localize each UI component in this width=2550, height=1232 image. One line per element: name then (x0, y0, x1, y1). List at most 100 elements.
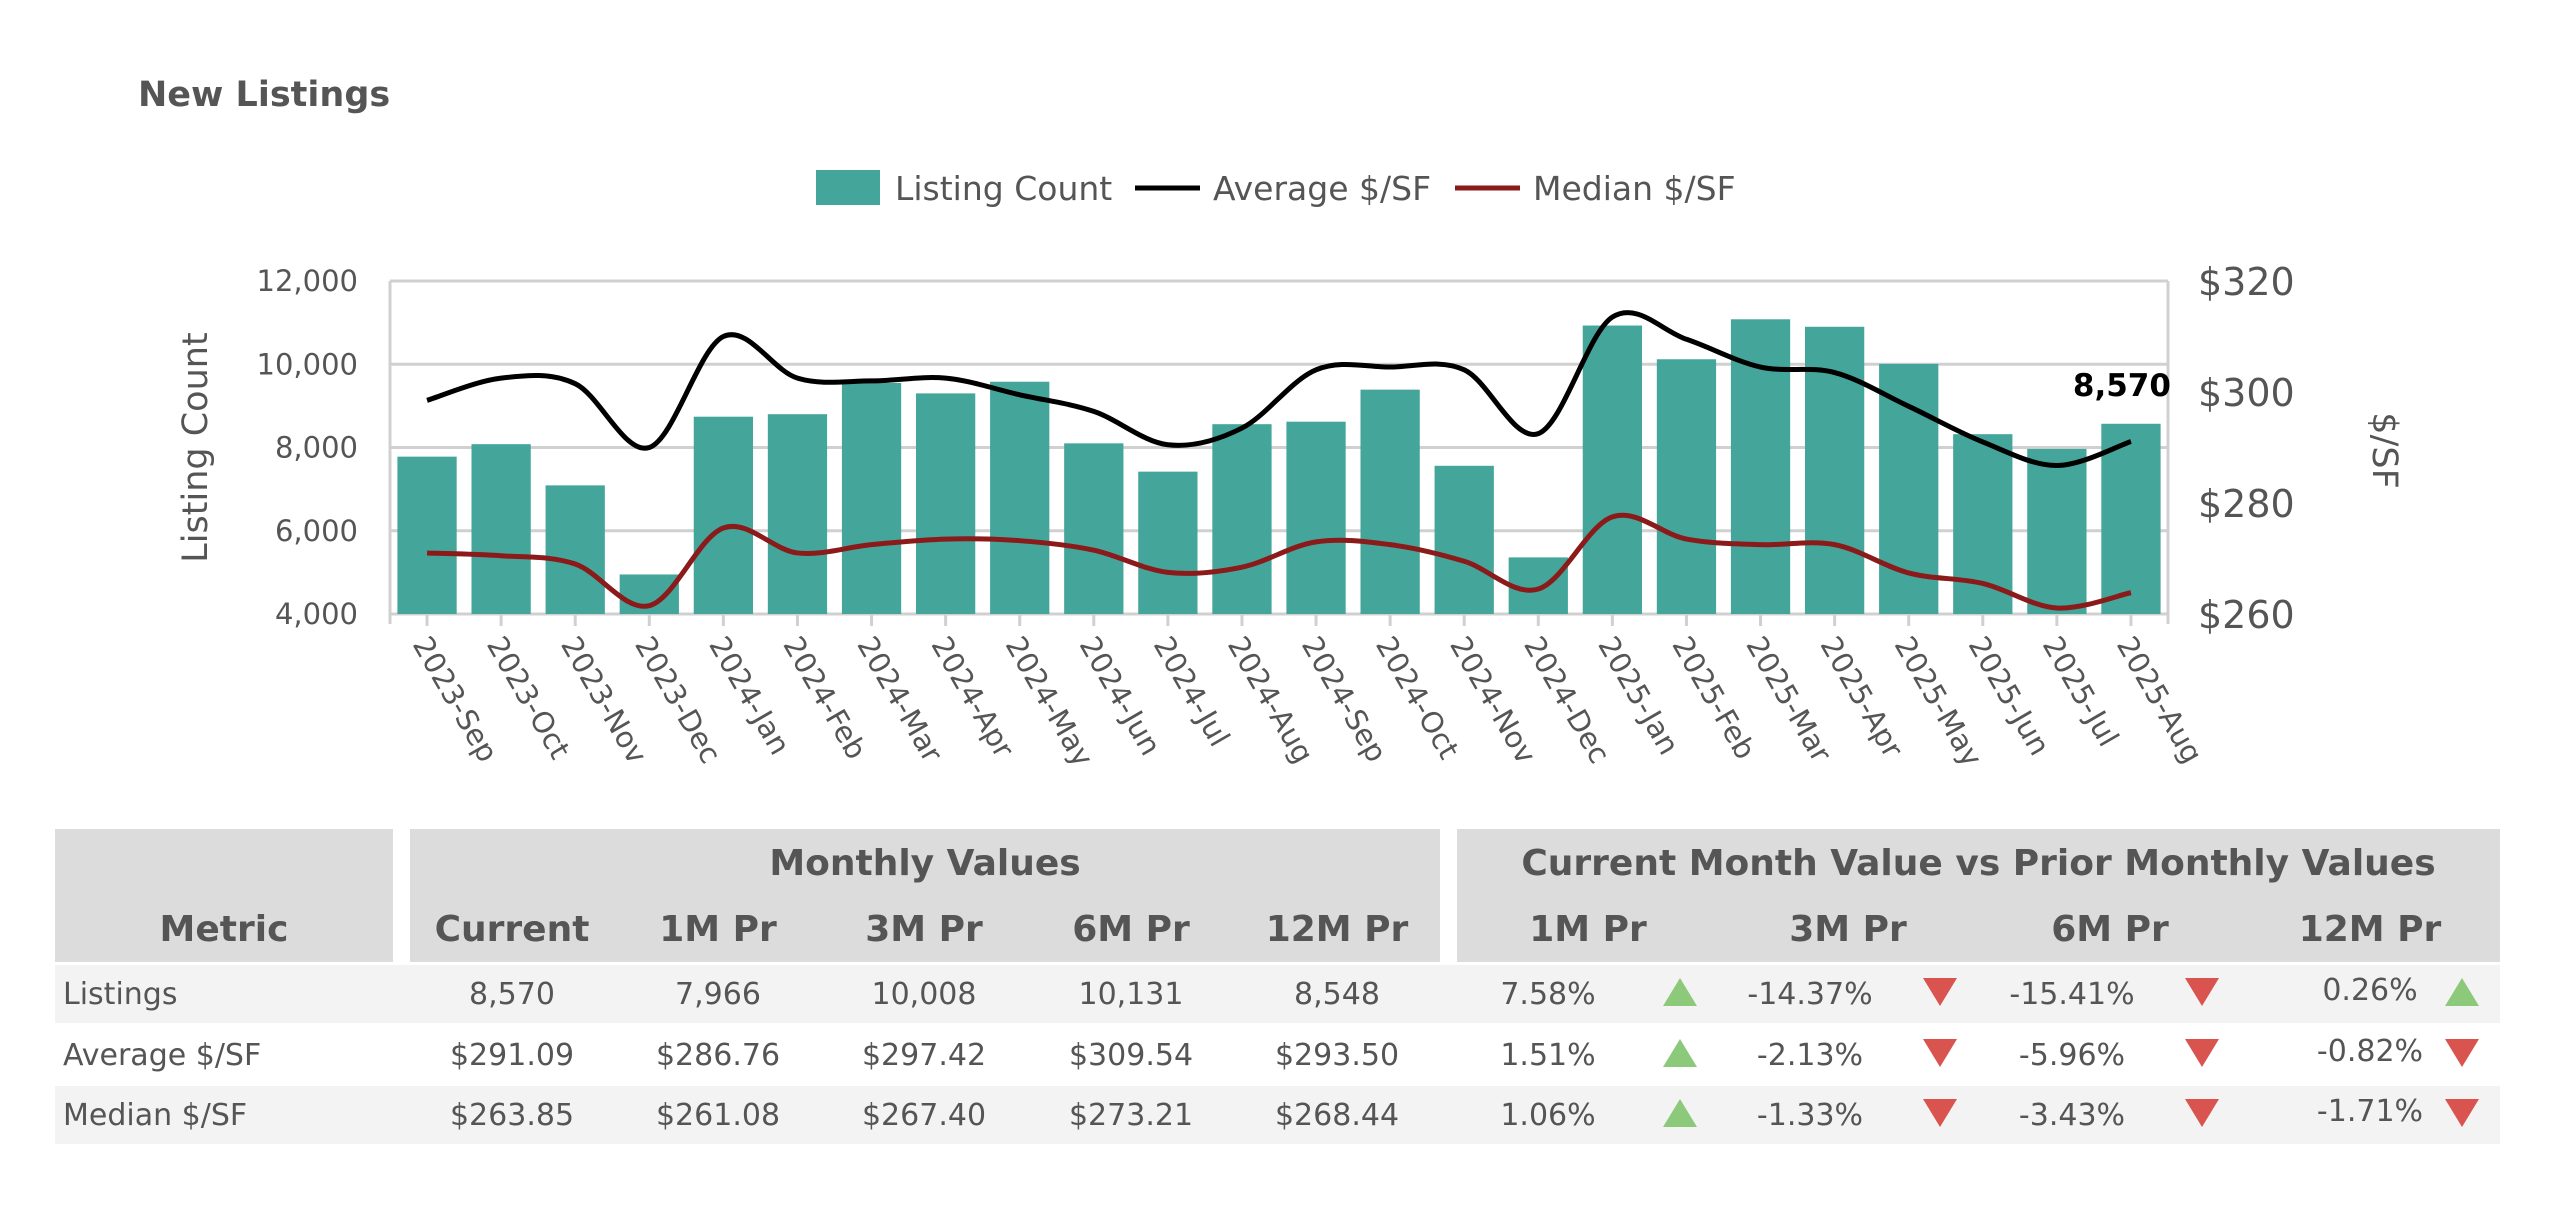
cell-change-pct: -1.71% (2316, 1094, 2424, 1129)
cell-value: 8,570 (469, 977, 555, 1012)
bar-listing-count (1656, 359, 1717, 614)
bar-listing-count (1138, 471, 1198, 614)
bar-listing-count (1064, 443, 1124, 614)
monthly-values-header-bg (410, 829, 1440, 962)
cell-change-pct: -1.33% (1756, 1098, 1864, 1133)
bar-listing-count (1360, 389, 1420, 614)
cell-value: 8,548 (1294, 977, 1380, 1012)
table-row (55, 965, 2500, 1023)
triangle-up-icon (1663, 1099, 1697, 1127)
bar-listing-count (693, 416, 754, 614)
triangle-down-icon (2185, 1039, 2219, 1067)
metric-header-bg (55, 829, 393, 962)
y-left-tick-label: 10,000 (257, 347, 358, 381)
bar-listing-count (1953, 434, 2013, 614)
cell-change-pct: -0.82% (2316, 1034, 2424, 1069)
bar-listing-count (397, 456, 457, 614)
cell-value: $268.44 (1274, 1098, 1400, 1133)
triangle-down-icon (2185, 1099, 2219, 1127)
bar-listing-count (2101, 423, 2161, 614)
line-median-psf (426, 512, 2132, 611)
triangle-down-icon (1923, 1099, 1957, 1127)
row-metric-label: Average $/SF (63, 1038, 262, 1073)
bar-listing-count (2027, 448, 2087, 614)
bar-listing-count (1508, 557, 1568, 614)
cell-change-pct: -3.43% (2018, 1098, 2126, 1133)
table-row (55, 1086, 2500, 1144)
column-header-comparison: 1M Pr (1529, 909, 1647, 950)
column-header-monthly: 12M Pr (1265, 909, 1409, 950)
monthly-values-header: Monthly Values (769, 843, 1081, 884)
cell-value: 10,131 (1078, 977, 1184, 1012)
column-header-monthly: Current (434, 909, 590, 950)
bar-listing-count (990, 381, 1050, 614)
y-right-tick-label: $320 (2198, 260, 2295, 304)
bar-listing-count (767, 414, 828, 614)
bar-listing-count (1212, 424, 1272, 614)
bar-listing-count (1286, 421, 1346, 614)
cell-value: $263.85 (449, 1098, 575, 1133)
cell-change-pct: 1.51% (1500, 1038, 1596, 1073)
bar-listing-count (1582, 325, 1643, 614)
triangle-down-icon (2445, 1039, 2479, 1067)
cell-change-pct: -5.96% (2018, 1038, 2126, 1073)
legend-swatch-listing-count (816, 170, 880, 205)
cell-value: $291.09 (449, 1038, 575, 1073)
comparison-header-bg (1457, 829, 2500, 962)
cell-change-pct: 0.26% (2322, 973, 2418, 1008)
cell-value: $297.42 (861, 1038, 987, 1073)
combo-chart: 4,000 6,000 8,000 10,000 12,000 $260 $280 $300 $… (176, 169, 2404, 772)
y-left-tick-label: 6,000 (275, 514, 358, 548)
cell-change-pct: -14.37% (1747, 977, 1873, 1012)
triangle-down-icon (1923, 978, 1957, 1006)
data-label-last-bar: 8,570 (2073, 368, 2171, 404)
triangle-down-icon (2445, 1099, 2479, 1127)
metric-header: Metric (159, 909, 289, 950)
table-row (55, 1026, 2500, 1084)
cell-value: $286.76 (655, 1038, 781, 1073)
cell-value: $309.54 (1068, 1038, 1194, 1073)
bar-listing-count (471, 444, 531, 614)
column-header-monthly: 6M Pr (1072, 909, 1190, 950)
bar-listing-count (841, 382, 902, 614)
bar-listing-count (1730, 319, 1791, 614)
y-right-tick-label: $260 (2198, 593, 2295, 637)
comparison-header: Current Month Value vs Prior Monthly Val… (1521, 843, 2436, 884)
bar-listing-count (915, 393, 976, 614)
bar-listing-count (1434, 465, 1494, 614)
y-left-tick-label: 4,000 (275, 597, 358, 631)
y-left-tick-label: 8,000 (275, 431, 358, 465)
y-left-tick-label: 12,000 (257, 264, 358, 298)
page-title: New Listings (138, 75, 391, 115)
line-average-psf (426, 310, 2132, 468)
cell-value: 10,008 (871, 977, 977, 1012)
cell-value: 7,966 (675, 977, 761, 1012)
column-header-monthly: 1M Pr (659, 909, 777, 950)
triangle-down-icon (2185, 978, 2219, 1006)
x-tick-label: 2025-Aug (2110, 631, 2210, 769)
y-right-tick-label: $280 (2198, 482, 2295, 526)
cell-value: $273.21 (1068, 1098, 1194, 1133)
legend-label-average-psf: Average $/SF (1213, 169, 1431, 208)
triangle-up-icon (1663, 1039, 1697, 1067)
column-header-comparison: 6M Pr (2051, 909, 2169, 950)
cell-value: $293.50 (1274, 1038, 1400, 1073)
column-header-comparison: 3M Pr (1789, 909, 1907, 950)
column-header-monthly: 3M Pr (865, 909, 983, 950)
cell-change-pct: 7.58% (1500, 977, 1596, 1012)
row-metric-label: Median $/SF (63, 1098, 248, 1133)
triangle-up-icon (2445, 978, 2479, 1006)
legend-label-listing-count: Listing Count (895, 169, 1112, 208)
cell-change-pct: -2.13% (1756, 1038, 1864, 1073)
cell-change-pct: -15.41% (2009, 977, 2135, 1012)
y-left-axis-title: Listing Count (176, 332, 216, 562)
bar-listing-count (545, 485, 605, 614)
triangle-up-icon (1663, 978, 1697, 1006)
triangle-down-icon (1923, 1039, 1957, 1067)
y-right-axis-title: $/SF (2364, 412, 2404, 488)
legend-label-median-psf: Median $/SF (1533, 169, 1736, 208)
y-right-tick-label: $300 (2198, 371, 2295, 415)
cell-change-pct: 1.06% (1500, 1098, 1596, 1133)
row-metric-label: Listings (63, 977, 178, 1012)
column-header-comparison: 12M Pr (2298, 909, 2442, 950)
